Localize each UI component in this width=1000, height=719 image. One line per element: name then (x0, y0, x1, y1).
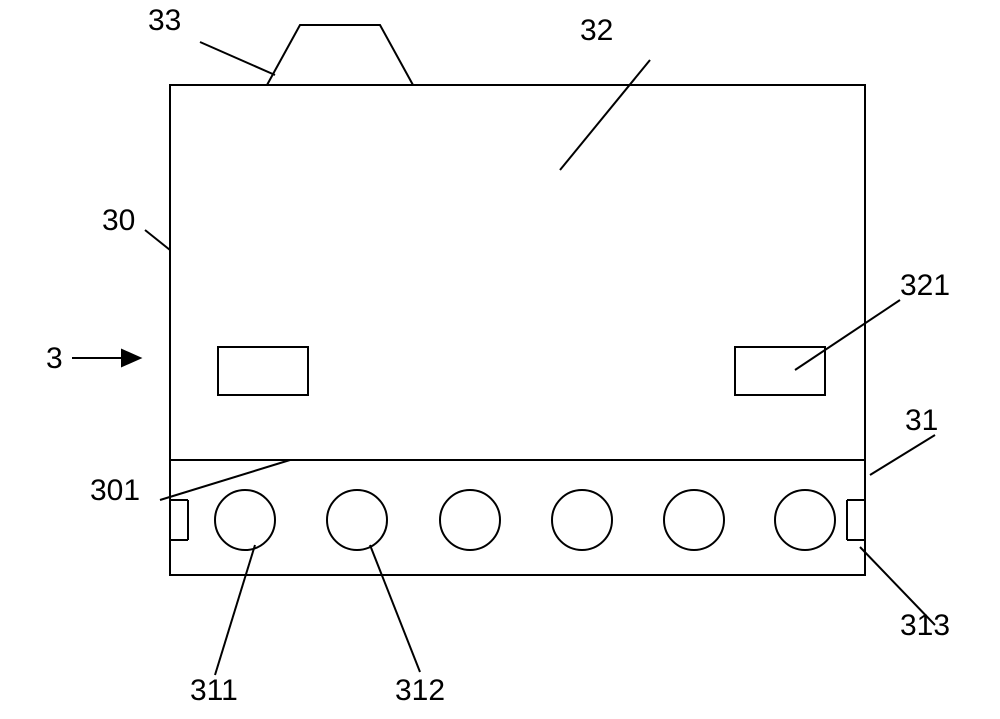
label-l30: 30 (102, 204, 135, 237)
label-l33: 33 (148, 4, 181, 37)
label-l312: 312 (395, 674, 445, 707)
arrow-3-head (122, 350, 140, 366)
leader-l312 (370, 545, 420, 672)
leader-l301 (160, 460, 290, 500)
port-circle (775, 490, 835, 550)
port-circle (215, 490, 275, 550)
port-circle (552, 490, 612, 550)
leader-l321 (795, 300, 900, 370)
port-circle (664, 490, 724, 550)
label-l32: 32 (580, 14, 613, 47)
notch-left (170, 500, 188, 540)
leader-l30 (145, 230, 170, 250)
leader-l311 (215, 545, 255, 675)
label-l321: 321 (900, 269, 950, 302)
notch-right (847, 500, 865, 540)
label-l3: 3 (46, 342, 63, 375)
label-l311: 311 (190, 674, 238, 707)
port-circle (327, 490, 387, 550)
main-enclosure (170, 85, 865, 575)
slot-left (218, 347, 308, 395)
leader-l33 (200, 42, 275, 75)
slot-right (735, 347, 825, 395)
label-l313: 313 (900, 609, 950, 642)
trapezoid-feature (267, 25, 413, 85)
label-l31: 31 (905, 404, 938, 437)
leader-l31 (870, 435, 935, 475)
label-l301: 301 (90, 474, 140, 507)
leader-l32 (560, 60, 650, 170)
port-circle (440, 490, 500, 550)
